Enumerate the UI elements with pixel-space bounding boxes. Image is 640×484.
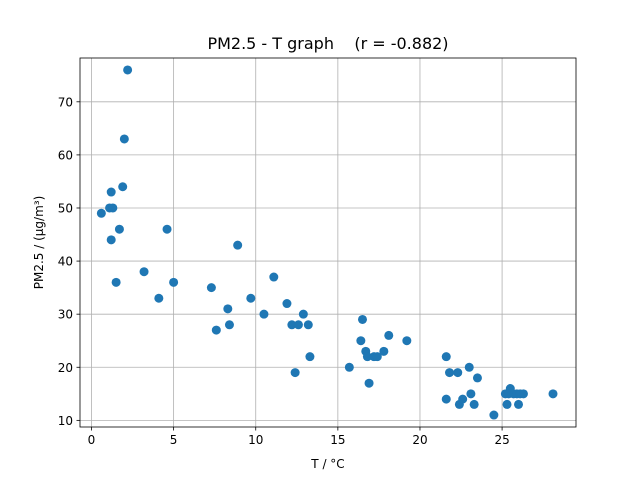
data-point [287, 320, 297, 330]
data-point [502, 399, 512, 409]
data-point [453, 368, 463, 378]
data-point [379, 346, 389, 356]
data-point [305, 352, 315, 362]
y-tick-label: 10 [58, 414, 73, 428]
data-point [362, 352, 372, 362]
data-point [518, 389, 528, 399]
x-axis-ticks: 0 5 10 15 20 25 [88, 427, 510, 447]
data-point [364, 378, 374, 388]
data-point [298, 309, 308, 319]
data-point [469, 399, 479, 409]
data-point [402, 336, 412, 346]
data-point [282, 299, 292, 309]
data-point [162, 224, 172, 234]
data-point [259, 309, 269, 319]
data-point [111, 277, 121, 287]
data-point [246, 293, 256, 303]
data-point [139, 267, 149, 277]
data-point [464, 362, 474, 372]
y-tick-label: 20 [58, 361, 73, 375]
data-point [303, 320, 313, 330]
data-point [466, 389, 476, 399]
data-point [118, 182, 128, 192]
data-point [290, 368, 300, 378]
data-point [445, 368, 455, 378]
data-point [489, 410, 499, 420]
y-tick-label: 50 [58, 201, 73, 215]
data-point [108, 203, 118, 213]
data-point [224, 320, 234, 330]
data-point [269, 272, 279, 282]
data-points [96, 65, 558, 420]
y-axis-label: PM2.5 / (μg/m³) [32, 196, 46, 290]
y-tick-label: 60 [58, 148, 73, 162]
x-tick-label: 25 [494, 433, 509, 447]
x-tick-label: 5 [170, 433, 178, 447]
data-point [344, 362, 354, 372]
data-point [211, 325, 221, 335]
data-point [114, 224, 124, 234]
x-tick-label: 15 [330, 433, 345, 447]
data-point [223, 304, 233, 314]
chart-title: PM2.5 - T graph (r = -0.882) [207, 34, 448, 53]
data-point [357, 314, 367, 324]
data-point [548, 389, 558, 399]
data-point [233, 240, 243, 250]
data-point [472, 373, 482, 383]
data-point [458, 394, 468, 404]
x-tick-label: 10 [248, 433, 263, 447]
y-tick-label: 70 [58, 95, 73, 109]
data-point [154, 293, 164, 303]
data-point [119, 134, 129, 144]
data-point [293, 320, 303, 330]
data-point [169, 277, 179, 287]
data-point [372, 352, 382, 362]
y-axis-ticks: 10 20 30 40 50 60 70 [58, 95, 80, 428]
data-point [106, 187, 116, 197]
y-tick-label: 40 [58, 255, 73, 269]
data-point [356, 336, 366, 346]
grid-lines [80, 58, 576, 427]
x-tick-label: 20 [412, 433, 427, 447]
x-tick-label: 0 [88, 433, 96, 447]
data-point [384, 330, 394, 340]
y-tick-label: 30 [58, 308, 73, 322]
x-axis-label: T / °C [310, 457, 344, 471]
data-point [106, 235, 116, 245]
data-point [441, 394, 451, 404]
data-point [441, 352, 451, 362]
plot-area-frame [79, 57, 577, 428]
data-point [206, 283, 216, 293]
data-point [96, 208, 106, 218]
data-point [123, 65, 133, 75]
data-point [514, 399, 524, 409]
